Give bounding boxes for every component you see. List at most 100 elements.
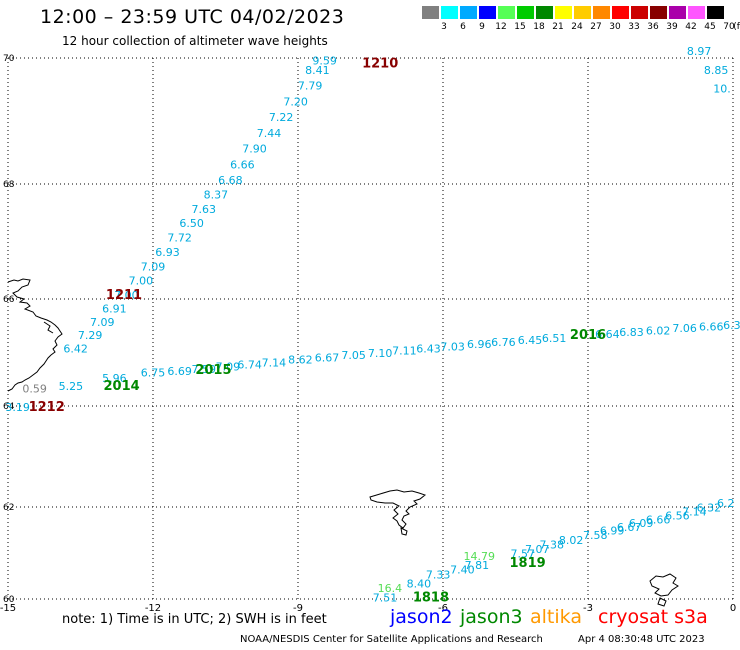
lat-tick-label: 70 — [3, 54, 15, 64]
legend-swatch — [479, 6, 496, 19]
wave-height-value: 6.09 — [629, 517, 654, 530]
wave-height-value: 6.99 — [600, 525, 625, 538]
wave-height-value: 7.11 — [392, 345, 417, 358]
wave-height-value: 6.2 — [717, 497, 735, 510]
wave-height-value: 5.25 — [59, 380, 84, 393]
wave-height-value: 6.66 — [646, 514, 671, 527]
wave-height-value: 7.59 — [192, 363, 217, 376]
legend-swatch — [441, 6, 458, 19]
coastlines — [7, 278, 679, 607]
wave-height-value: 8.02 — [559, 534, 584, 547]
wave-height-value: 5.96 — [102, 372, 127, 385]
lat-tick-label: 66 — [3, 295, 15, 305]
pass-time-label: 2014 — [103, 379, 139, 394]
shetland-south — [657, 597, 667, 607]
wave-height-value: 6.69 — [167, 365, 192, 378]
legend-swatch — [517, 6, 534, 19]
pass-time-label: 2016 — [570, 328, 606, 343]
wave-height-value: 6.56 — [665, 509, 690, 522]
wave-height-value: 6.66 — [699, 321, 724, 334]
wave-height-value: 7.79 — [298, 80, 323, 93]
lat-tick-label: 60 — [3, 595, 15, 605]
wave-height-labels: 9.598.41 7.79 7.20 7.22 7.44 7.90 6.66 6.688.37… — [5, 45, 740, 604]
wave-height-value: 7.09 — [141, 260, 166, 273]
timestamp: Apr 4 08:30:48 UTC 2023 — [578, 634, 705, 645]
legend-bin-label: 36 — [647, 22, 659, 32]
wave-height-value: 7.63 — [192, 203, 217, 216]
legend-bin-label: 3 — [441, 22, 447, 32]
wave-height-value: 6.67 — [315, 352, 340, 365]
lat-tick-label: 68 — [3, 180, 15, 190]
wave-height-value: 7.22 — [269, 111, 294, 124]
pass-time-label: 1818 — [413, 590, 449, 605]
credit-line: NOAA/NESDIS Center for Satellite Applica… — [240, 634, 543, 645]
wave-height-value: 8.85 — [704, 64, 729, 77]
lat-tick-label: 64 — [3, 402, 15, 412]
legend-swatch — [574, 6, 591, 19]
wave-height-value: 7.90 — [242, 143, 267, 156]
legend-bin-label: 45 — [704, 22, 716, 32]
legend-cryosat: cryosat s3a — [598, 606, 708, 628]
lon-tick-label: -12 — [145, 603, 161, 614]
wave-height-value: 7.81 — [465, 559, 490, 572]
legend-bin-label: 24 — [571, 22, 583, 32]
pass-time-label: 1211 — [106, 288, 142, 303]
lon-tick-label: -3 — [583, 603, 593, 614]
legend-bin-label: 42 — [685, 22, 697, 32]
wave-height-value: 16.4 — [378, 582, 403, 595]
graticule: -15 -12 -9 -6 -3 0 70 68 66 64 62 60 — [0, 54, 736, 614]
wave-height-value: 6.93 — [155, 246, 180, 259]
wave-height-value: 8.40 — [407, 578, 432, 591]
wave-height-value: 3.19 — [5, 401, 30, 414]
wave-height-value: 8.37 — [204, 188, 229, 201]
wave-height-value: 7.06 — [672, 322, 697, 335]
wave-height-value: 7.14 — [682, 505, 707, 518]
wave-height-value: 7.10 — [368, 347, 393, 360]
pass-time-labels: 1210 1211 1212 2014 2015 2016 1819 1818 — [29, 56, 607, 605]
legend-swatch — [688, 6, 705, 19]
legend-swatch — [612, 6, 629, 19]
lon-tick-label: -6 — [438, 603, 448, 614]
legend-bin-label: 12 — [495, 22, 507, 32]
wave-height-value: 7.09 — [216, 361, 241, 374]
wave-height-value: 6.50 — [179, 217, 204, 230]
wave-height-value: 6.32 — [697, 502, 722, 515]
legend-swatch — [631, 6, 648, 19]
footer-note: note: 1) Time is in UTC; 2) SWH is in fe… — [62, 612, 327, 627]
iceland-fjord — [43, 321, 54, 334]
lon-tick-label: 0 — [730, 603, 736, 614]
legend-unit: (ft) — [733, 22, 740, 32]
wave-height-value: 7.03 — [440, 340, 465, 353]
legend-swatch — [536, 6, 553, 19]
lon-tick-label: -15 — [0, 603, 16, 614]
shetland-islands — [649, 573, 679, 597]
wave-height-value: 6.51 — [542, 332, 567, 345]
pass-time-label: 2015 — [195, 363, 231, 378]
wave-height-value: 6.02 — [646, 324, 671, 337]
wave-height-value: 8.97 — [687, 45, 712, 58]
faroe-islands — [369, 489, 427, 529]
wave-height-value: 7.72 — [167, 232, 192, 245]
legend-altika: altika — [530, 606, 582, 628]
lon-tick-label: -9 — [293, 603, 303, 614]
wave-height-value: 7.00 — [129, 275, 154, 288]
legend-jason3: jason3 — [460, 606, 523, 628]
legend-bin-label: 70 — [723, 22, 735, 32]
wave-height-value: 7.58 — [583, 529, 608, 542]
wave-height-value: 6.36 — [723, 319, 740, 332]
pass-time-label: 1210 — [362, 56, 398, 71]
page-title: 12:00 – 23:59 UTC 04/02/2023 — [40, 6, 345, 28]
faroe-south — [400, 527, 408, 536]
wave-height-value: 6.96 — [467, 338, 492, 351]
wave-height-value: 7.00 — [114, 289, 139, 302]
wave-height-value: 7.14 — [262, 356, 287, 369]
wave-height-value: 7.57 — [511, 548, 536, 561]
iceland-coast — [7, 278, 63, 392]
legend-jason2: jason2 — [390, 606, 453, 628]
legend-swatch — [498, 6, 515, 19]
legend-bin-label: 27 — [590, 22, 602, 32]
wave-height-value: 7.44 — [257, 127, 282, 140]
legend-swatch — [650, 6, 667, 19]
wave-height-value: 7.20 — [283, 95, 308, 108]
